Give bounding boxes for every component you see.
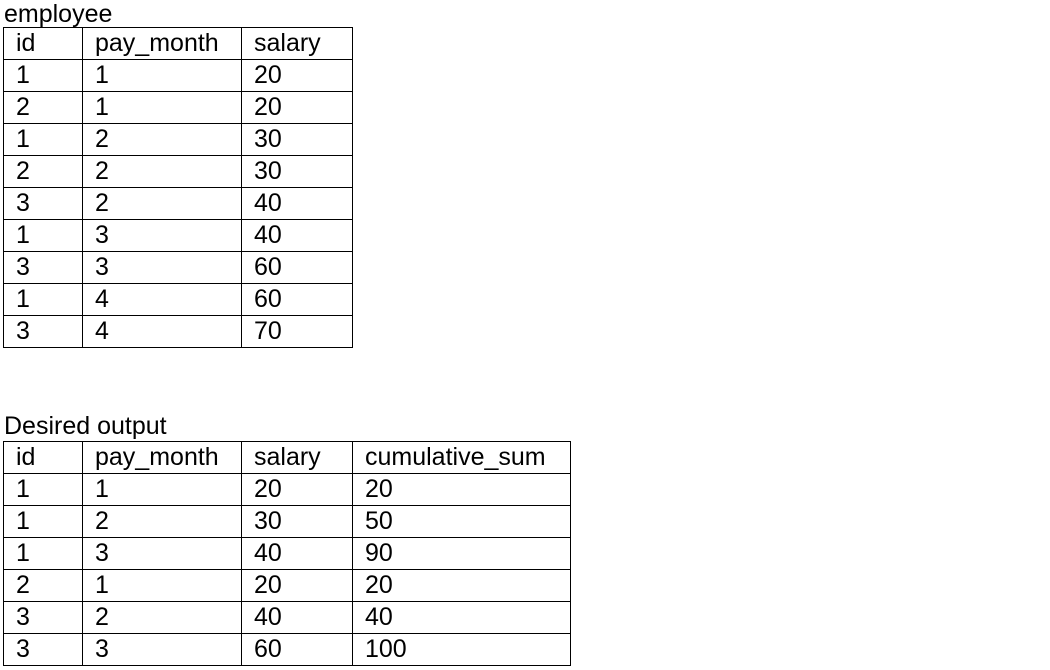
table-cell: 90 <box>352 537 571 570</box>
table-row: 1 4 60 <box>3 283 353 316</box>
table-cell: 3 <box>82 633 242 666</box>
table-cell: 1 <box>3 505 83 538</box>
table-cell: 3 <box>3 601 83 634</box>
table-cell: 100 <box>352 633 571 666</box>
column-header: cumulative_sum <box>352 441 571 474</box>
table-cell: 1 <box>82 59 242 92</box>
table-cell: 40 <box>241 219 353 252</box>
table-cell: 2 <box>82 601 242 634</box>
table-row: 2 1 20 20 <box>3 569 571 602</box>
table-cell: 3 <box>3 187 83 220</box>
table-cell: 20 <box>241 569 353 602</box>
desired-output-caption: Desired output <box>4 412 167 440</box>
table-cell: 1 <box>3 219 83 252</box>
table-row: 3 3 60 100 <box>3 633 571 666</box>
table-row: 3 2 40 <box>3 187 353 220</box>
desired-output-table: id pay_month salary cumulative_sum 1 1 20 20 1 2 3… <box>3 441 571 666</box>
table-cell: 20 <box>241 59 353 92</box>
table-row: 1 1 20 <box>3 59 353 92</box>
table-cell: 1 <box>82 569 242 602</box>
table-cell: 20 <box>352 569 571 602</box>
employee-table-caption: employee <box>4 0 113 28</box>
table-row: 1 3 40 90 <box>3 537 571 570</box>
table-cell: 3 <box>3 315 83 348</box>
table-cell: 3 <box>82 219 242 252</box>
table-cell: 60 <box>241 283 353 316</box>
column-header: pay_month <box>82 441 242 474</box>
table-cell: 2 <box>82 123 242 156</box>
table-row: 2 2 30 <box>3 155 353 188</box>
table-cell: 2 <box>3 569 83 602</box>
table-cell: 3 <box>3 633 83 666</box>
table-cell: 2 <box>82 505 242 538</box>
table-cell: 20 <box>352 473 571 506</box>
table-row: 1 3 40 <box>3 219 353 252</box>
table-cell: 2 <box>82 187 242 220</box>
table-cell: 2 <box>3 155 83 188</box>
table-cell: 20 <box>241 473 353 506</box>
table-cell: 2 <box>3 91 83 124</box>
table-cell: 20 <box>241 91 353 124</box>
table-cell: 40 <box>241 537 353 570</box>
table-cell: 30 <box>241 123 353 156</box>
table-cell: 4 <box>82 315 242 348</box>
table-cell: 3 <box>82 537 242 570</box>
column-header: pay_month <box>82 27 242 60</box>
table-cell: 70 <box>241 315 353 348</box>
table-cell: 1 <box>3 473 83 506</box>
table-row: 2 1 20 <box>3 91 353 124</box>
table-cell: 4 <box>82 283 242 316</box>
table-cell: 30 <box>241 155 353 188</box>
table-cell: 50 <box>352 505 571 538</box>
table-cell: 1 <box>3 59 83 92</box>
table-cell: 1 <box>82 473 242 506</box>
table-row: 3 2 40 40 <box>3 601 571 634</box>
table-row: 1 1 20 20 <box>3 473 571 506</box>
table-row: 1 2 30 50 <box>3 505 571 538</box>
column-header: id <box>3 27 83 60</box>
employee-table: id pay_month salary 1 1 20 2 1 20 1 2 30 2 2 30 3 2 40 1 3 4… <box>3 27 353 348</box>
table-cell: 30 <box>241 505 353 538</box>
table-row: 3 4 70 <box>3 315 353 348</box>
table-cell: 60 <box>241 633 353 666</box>
table-cell: 3 <box>82 251 242 284</box>
table-cell: 40 <box>241 601 353 634</box>
table-cell: 1 <box>3 283 83 316</box>
table-row: 3 3 60 <box>3 251 353 284</box>
column-header: salary <box>241 27 353 60</box>
table-cell: 2 <box>82 155 242 188</box>
table-cell: 1 <box>3 123 83 156</box>
table-row: 1 2 30 <box>3 123 353 156</box>
column-header: id <box>3 441 83 474</box>
table-cell: 3 <box>3 251 83 284</box>
table-cell: 1 <box>82 91 242 124</box>
table-header-row: id pay_month salary cumulative_sum <box>3 441 571 474</box>
column-header: salary <box>241 441 353 474</box>
table-cell: 40 <box>352 601 571 634</box>
table-cell: 40 <box>241 187 353 220</box>
table-cell: 1 <box>3 537 83 570</box>
table-header-row: id pay_month salary <box>3 27 353 60</box>
table-cell: 60 <box>241 251 353 284</box>
